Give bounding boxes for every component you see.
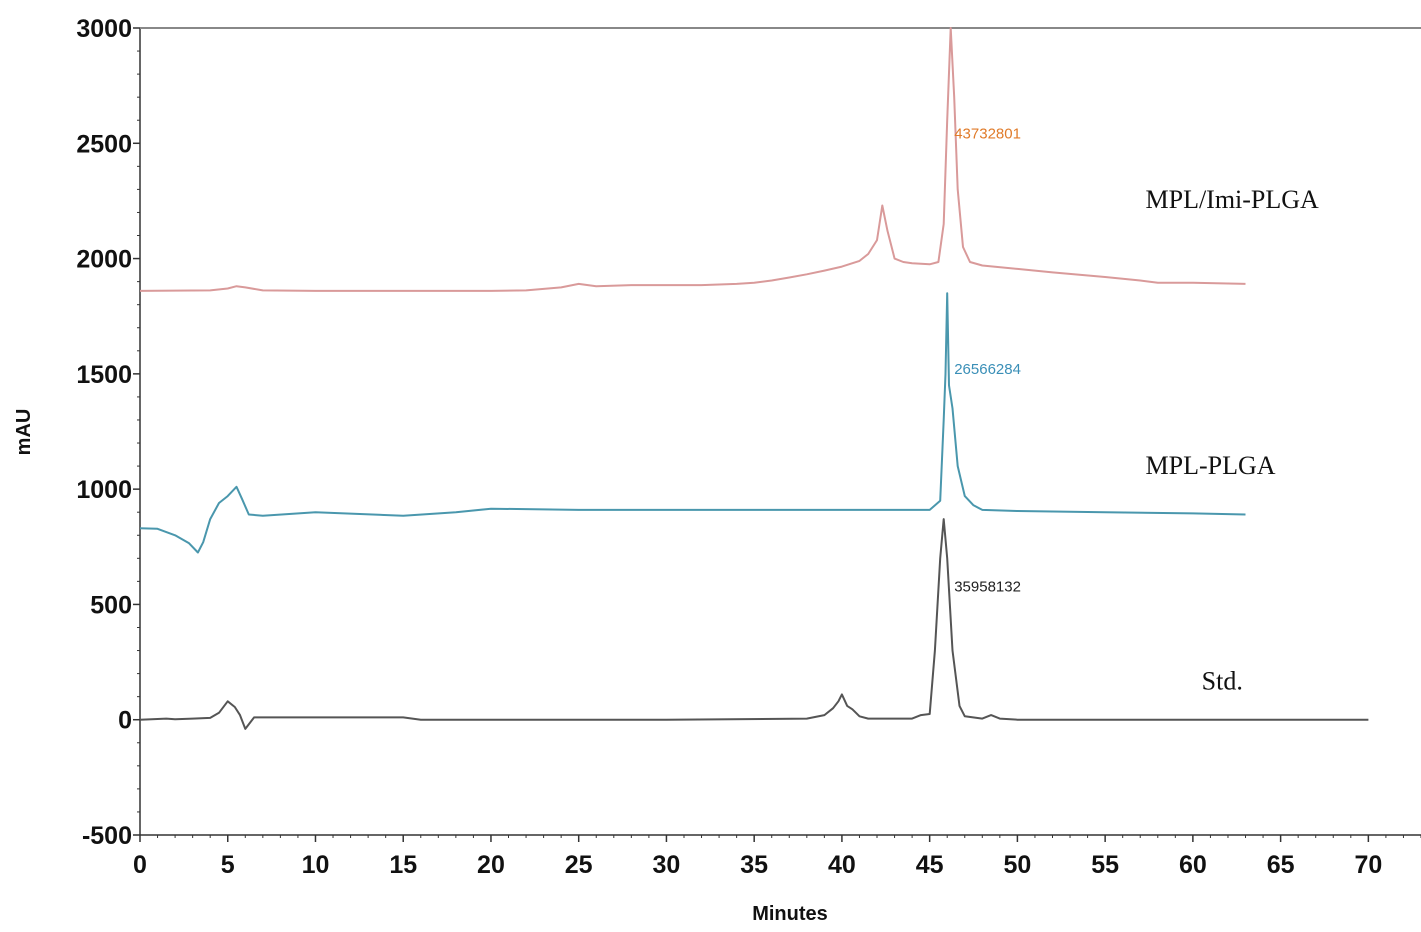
x-axis-title: Minutes (752, 903, 828, 925)
x-tick-label: 35 (740, 851, 768, 879)
peak-area-label: 26566284 (954, 361, 1021, 378)
y-tick-label: 2000 (76, 246, 132, 274)
x-tick-label: 15 (389, 851, 417, 879)
y-axis-title: mAU (13, 409, 35, 456)
y-tick-label: 1000 (76, 476, 132, 504)
x-tick-label: 20 (477, 851, 505, 879)
series-name-label: MPL/Imi-PLGA (1145, 185, 1319, 214)
x-tick-label: 70 (1354, 851, 1382, 879)
series-name-label: MPL-PLGA (1145, 451, 1275, 480)
x-tick-label: 30 (653, 851, 681, 879)
series-name-label: Std. (1202, 667, 1243, 696)
y-tick-label: 0 (118, 707, 132, 735)
y-tick-label: 500 (90, 591, 132, 619)
y-tick-label: 3000 (76, 15, 132, 43)
series-line-mpl-plga (139, 292, 1246, 554)
x-tick-label: 5 (221, 851, 235, 879)
x-tick-label: 0 (133, 851, 147, 879)
x-tick-label: 65 (1267, 851, 1295, 879)
x-tick-label: 60 (1179, 851, 1207, 879)
series-lines (139, 27, 1369, 730)
peak-area-label: 35958132 (954, 579, 1021, 596)
x-tick-label: 25 (565, 851, 593, 879)
x-tick-label: 10 (302, 851, 330, 879)
y-tick-label: 1500 (76, 361, 132, 389)
x-tick-label: 45 (916, 851, 944, 879)
series-line-mpl-imi-plga (139, 27, 1246, 292)
x-tick-label: 50 (1003, 851, 1031, 879)
peak-area-label: 43732801 (954, 126, 1021, 143)
annotations: 43732801 26566284 35958132 MPL/Imi-PLGA MPL-… (954, 126, 1319, 696)
x-tick-label: 55 (1091, 851, 1119, 879)
series-line-std (139, 518, 1369, 730)
y-tick-label: 2500 (76, 130, 132, 158)
y-tick-label: -500 (82, 822, 132, 850)
x-tick-label: 40 (828, 851, 856, 879)
